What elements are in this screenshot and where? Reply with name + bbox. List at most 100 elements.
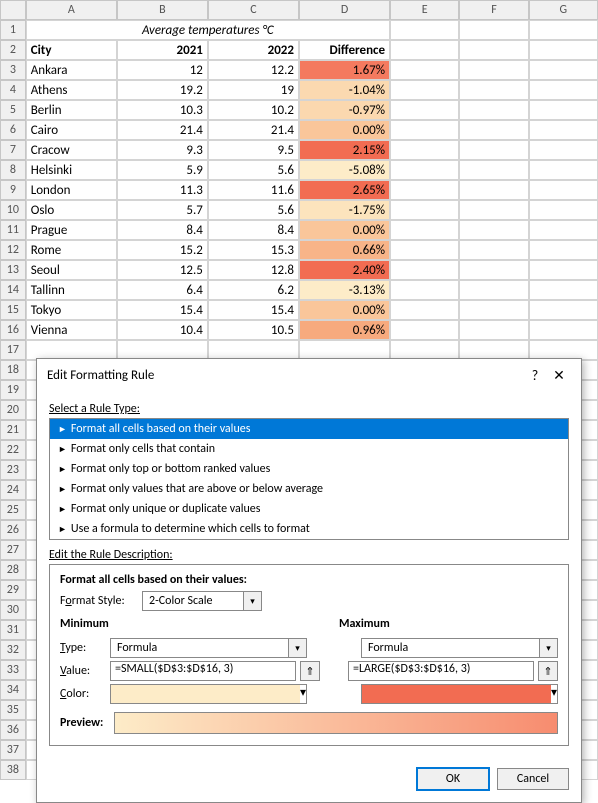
row-header[interactable]: 14 [0,280,26,300]
row-header[interactable]: 34 [0,680,26,700]
cell[interactable] [459,140,528,160]
cell[interactable] [529,200,598,220]
cell[interactable]: 0.00% [299,300,390,320]
cell[interactable] [459,300,528,320]
min-type-combo[interactable]: Formula▾ [110,638,307,658]
cell[interactable]: 2021 [117,40,208,60]
cell[interactable] [390,180,459,200]
cell[interactable]: 5.7 [117,200,208,220]
cell[interactable]: 19.2 [117,80,208,100]
row-header[interactable]: 36 [0,720,26,740]
cell[interactable]: 15.4 [208,300,299,320]
cell[interactable] [529,280,598,300]
row-header[interactable]: 22 [0,440,26,460]
rule-type-item[interactable]: ►Format only values that are above or be… [50,479,568,499]
max-value-input[interactable]: =LARGE($D$3:$D$16, 3) [348,661,534,681]
cell[interactable] [459,320,528,340]
cell[interactable]: 15.3 [208,240,299,260]
cell[interactable]: 2.15% [299,140,390,160]
cell[interactable]: 10.3 [117,100,208,120]
cell[interactable] [390,220,459,240]
cell[interactable] [390,100,459,120]
rule-type-item[interactable]: ►Format only top or bottom ranked values [50,459,568,479]
cell[interactable]: 0.00% [299,120,390,140]
cell[interactable] [459,200,528,220]
cell[interactable]: 5.9 [117,160,208,180]
format-style-combo[interactable]: 2-Color Scale▾ [142,591,262,611]
row-header[interactable]: 32 [0,640,26,660]
cell[interactable] [529,340,598,360]
row-header[interactable]: 29 [0,580,26,600]
cell[interactable]: London [26,180,117,200]
cell[interactable] [459,80,528,100]
rule-type-item[interactable]: ►Format only cells that contain [50,439,568,459]
cell[interactable] [529,40,598,60]
row-header[interactable]: 19 [0,380,26,400]
row-header[interactable]: 1 [0,20,26,40]
cell[interactable] [459,340,528,360]
max-color-combo[interactable]: ▾ [361,684,558,704]
row-header[interactable]: 27 [0,540,26,560]
cell[interactable] [459,40,528,60]
close-button[interactable]: ✕ [547,367,571,384]
cell[interactable]: 0.66% [299,240,390,260]
row-header[interactable]: 35 [0,700,26,720]
range-picker-icon[interactable]: ⇑ [538,661,558,681]
row-header[interactable]: 3 [0,60,26,80]
cell[interactable]: Berlin [26,100,117,120]
row-header[interactable]: 7 [0,140,26,160]
cell[interactable]: 15.2 [117,240,208,260]
cancel-button[interactable]: Cancel [497,768,569,790]
cell[interactable]: 0.96% [299,320,390,340]
row-header[interactable]: 11 [0,220,26,240]
cell[interactable]: 9.3 [117,140,208,160]
column-header[interactable]: G [529,0,598,20]
row-header[interactable]: 38 [0,760,26,780]
cell[interactable]: 12 [117,60,208,80]
min-value-input[interactable]: =SMALL($D$3:$D$16, 3) [110,661,296,681]
row-header[interactable]: 33 [0,660,26,680]
rule-type-item[interactable]: ►Format all cells based on their values [50,419,568,439]
row-header[interactable]: 15 [0,300,26,320]
column-header[interactable]: D [299,0,390,20]
cell[interactable]: 11.3 [117,180,208,200]
cell[interactable]: Prague [26,220,117,240]
cell[interactable]: 15.4 [117,300,208,320]
cell[interactable]: 10.5 [208,320,299,340]
cell[interactable] [390,200,459,220]
row-header[interactable]: 25 [0,500,26,520]
cell[interactable] [459,20,528,40]
row-header[interactable]: 5 [0,100,26,120]
cell[interactable] [529,100,598,120]
column-header[interactable]: A [26,0,117,20]
cell[interactable]: Helsinki [26,160,117,180]
row-header[interactable]: 16 [0,320,26,340]
cell[interactable] [208,340,299,360]
cell[interactable] [390,240,459,260]
cell[interactable]: Difference [299,40,390,60]
cell[interactable] [459,160,528,180]
cell[interactable] [529,300,598,320]
cell[interactable] [459,120,528,140]
column-header[interactable]: E [390,0,459,20]
cell[interactable] [529,60,598,80]
cell[interactable] [390,20,459,40]
cell[interactable]: Ankara [26,60,117,80]
cell[interactable] [390,280,459,300]
cell[interactable] [459,220,528,240]
help-button[interactable]: ? [523,367,547,384]
cell[interactable]: 19 [208,80,299,100]
cell[interactable]: 12.5 [117,260,208,280]
cell[interactable] [390,140,459,160]
cell[interactable]: Tallinn [26,280,117,300]
cell[interactable]: 5.6 [208,160,299,180]
cell[interactable]: 12.8 [208,260,299,280]
cell[interactable] [390,40,459,60]
cell[interactable] [390,300,459,320]
cell[interactable]: 2.40% [299,260,390,280]
cell[interactable]: 10.2 [208,100,299,120]
cell[interactable]: 0.00% [299,220,390,240]
cell[interactable] [459,280,528,300]
row-header[interactable]: 6 [0,120,26,140]
row-header[interactable]: 17 [0,340,26,360]
